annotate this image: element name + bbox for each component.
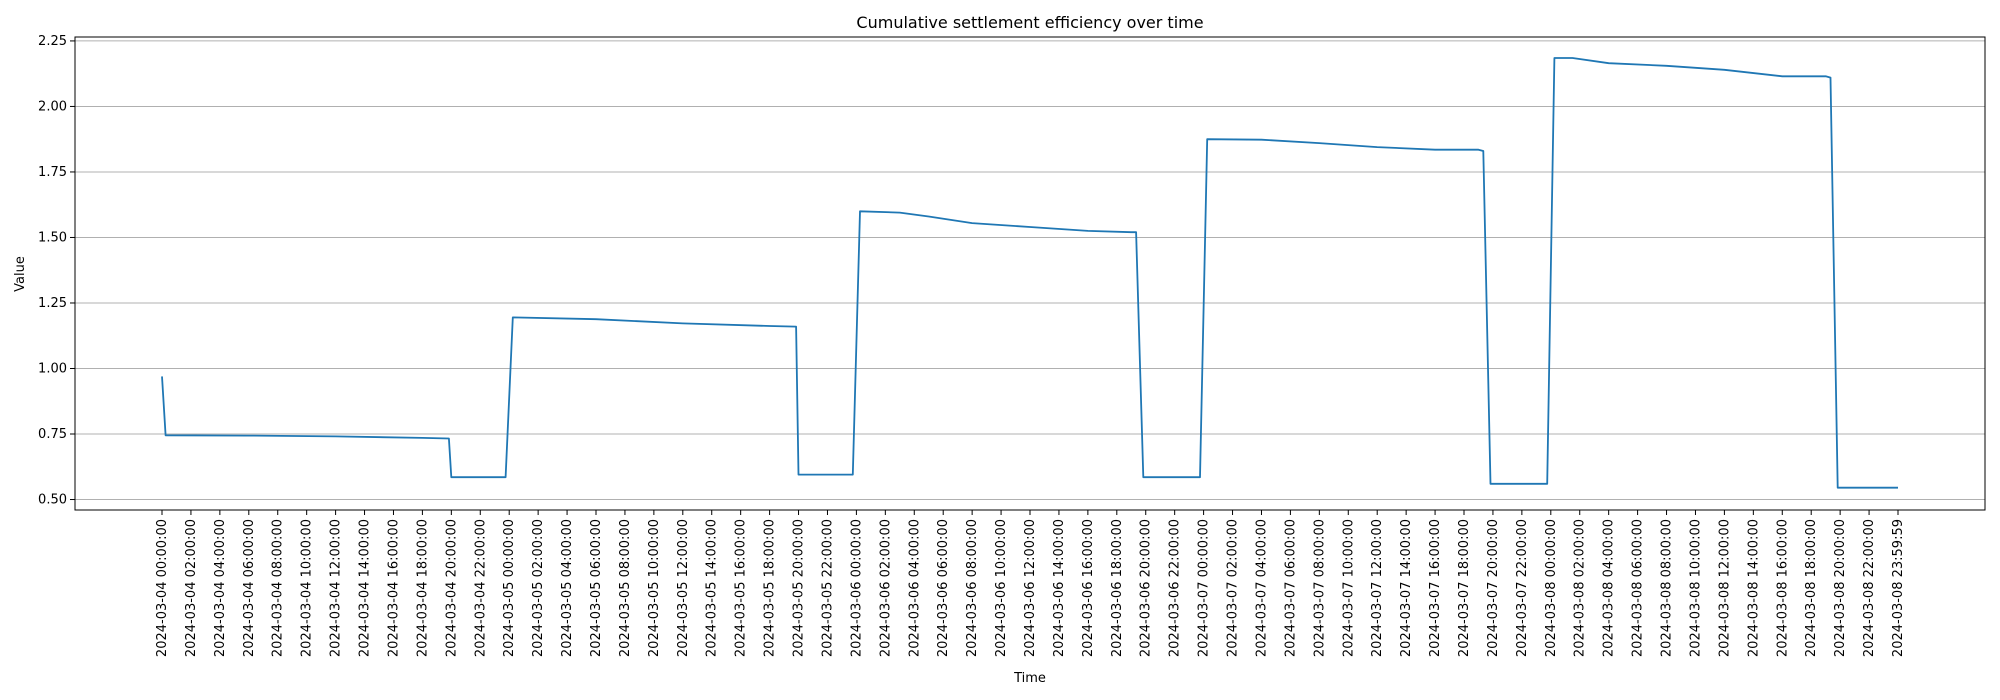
y-tick-label: 0.75 <box>38 427 67 442</box>
gridlines <box>75 40 1985 501</box>
x-tick-label: 2024-03-06 02:00:00 <box>878 519 893 657</box>
y-tick-label: 2.25 <box>38 34 67 49</box>
x-tick-label: 2024-03-08 18:00:00 <box>1804 519 1819 657</box>
x-tick-label: 2024-03-04 02:00:00 <box>184 519 199 657</box>
x-tick-label: 2024-03-05 20:00:00 <box>792 519 807 657</box>
x-tick-label: 2024-03-04 00:00:00 <box>155 519 170 657</box>
y-axis: 0.50 0.75 1.00 1.25 1.50 1.75 2.00 2.25 <box>38 34 75 508</box>
x-axis-label: Time <box>1013 671 1046 686</box>
x-tick-label: 2024-03-06 18:00:00 <box>1110 519 1125 657</box>
y-axis-label: Value <box>13 256 28 292</box>
x-tick-label: 2024-03-08 20:00:00 <box>1833 519 1848 657</box>
x-tick-label: 2024-03-06 00:00:00 <box>849 519 864 657</box>
x-tick-label: 2024-03-08 22:00:00 <box>1862 519 1877 657</box>
x-tick-label: 2024-03-08 14:00:00 <box>1746 519 1761 657</box>
x-tick-label: 2024-03-06 20:00:00 <box>1139 519 1154 657</box>
y-tick-label: 1.00 <box>38 361 67 376</box>
x-tick-label: 2024-03-07 08:00:00 <box>1312 519 1327 657</box>
x-tick-label: 2024-03-04 10:00:00 <box>300 519 315 657</box>
x-tick-label: 2024-03-05 02:00:00 <box>531 519 546 657</box>
x-tick-label: 2024-03-07 18:00:00 <box>1457 519 1472 657</box>
x-tick-label: 2024-03-06 16:00:00 <box>1081 519 1096 657</box>
x-tick-label: 2024-03-06 14:00:00 <box>1052 519 1067 657</box>
x-tick-label: 2024-03-08 00:00:00 <box>1544 519 1559 657</box>
y-tick-label: 2.00 <box>38 99 67 114</box>
series-layer <box>161 57 1898 489</box>
x-tick-label: 2024-03-05 14:00:00 <box>705 519 720 657</box>
x-tick-label: 2024-03-07 02:00:00 <box>1226 519 1241 657</box>
x-tick-label: 2024-03-06 12:00:00 <box>1023 519 1038 657</box>
plot-frame <box>74 36 1986 511</box>
x-tick-label: 2024-03-06 10:00:00 <box>994 519 1009 657</box>
y-tick-label: 1.75 <box>38 165 67 180</box>
x-tick-label: 2024-03-04 20:00:00 <box>444 519 459 657</box>
x-tick-label: 2024-03-08 04:00:00 <box>1602 519 1617 657</box>
x-tick-label: 2024-03-08 12:00:00 <box>1717 519 1732 657</box>
x-tick-label: 2024-03-04 06:00:00 <box>242 519 257 657</box>
x-tick-label: 2024-03-07 22:00:00 <box>1515 519 1530 657</box>
x-tick-label: 2024-03-04 08:00:00 <box>271 519 286 657</box>
x-tick-label: 2024-03-08 08:00:00 <box>1660 519 1675 657</box>
x-tick-label: 2024-03-05 06:00:00 <box>589 519 604 657</box>
x-tick-label: 2024-03-08 23:59:59 <box>1891 519 1906 657</box>
x-tick-label: 2024-03-04 04:00:00 <box>213 519 228 657</box>
x-tick-label: 2024-03-05 08:00:00 <box>618 519 633 657</box>
x-tick-label: 2024-03-08 10:00:00 <box>1688 519 1703 657</box>
chart-title: Cumulative settlement efficiency over ti… <box>856 13 1203 32</box>
x-tick-label: 2024-03-06 22:00:00 <box>1168 519 1183 657</box>
x-tick-label: 2024-03-05 00:00:00 <box>502 519 517 657</box>
x-tick-label: 2024-03-07 12:00:00 <box>1370 519 1385 657</box>
x-tick-label: 2024-03-06 06:00:00 <box>936 519 951 657</box>
x-tick-label: 2024-03-04 16:00:00 <box>386 519 401 657</box>
x-axis: 2024-03-04 00:00:00 2024-03-04 02:00:00 20… <box>155 510 1906 657</box>
x-tick-label: 2024-03-04 18:00:00 <box>415 519 430 657</box>
x-tick-label: 2024-03-06 04:00:00 <box>907 519 922 657</box>
series-line <box>161 57 1898 489</box>
x-tick-label: 2024-03-06 08:00:00 <box>965 519 980 657</box>
x-tick-label: 2024-03-07 00:00:00 <box>1197 519 1212 657</box>
x-tick-label: 2024-03-04 12:00:00 <box>329 519 344 657</box>
x-tick-label: 2024-03-07 06:00:00 <box>1283 519 1298 657</box>
x-tick-label: 2024-03-04 22:00:00 <box>473 519 488 657</box>
x-tick-label: 2024-03-07 16:00:00 <box>1428 519 1443 657</box>
x-tick-label: 2024-03-05 22:00:00 <box>820 519 835 657</box>
x-tick-label: 2024-03-05 12:00:00 <box>676 519 691 657</box>
y-tick-label: 0.50 <box>38 493 67 508</box>
x-tick-label: 2024-03-05 04:00:00 <box>560 519 575 657</box>
x-tick-label: 2024-03-08 02:00:00 <box>1573 519 1588 657</box>
x-tick-label: 2024-03-07 20:00:00 <box>1486 519 1501 657</box>
x-tick-label: 2024-03-07 14:00:00 <box>1399 519 1414 657</box>
x-tick-label: 2024-03-08 06:00:00 <box>1631 519 1646 657</box>
x-tick-label: 2024-03-07 04:00:00 <box>1254 519 1269 657</box>
x-tick-label: 2024-03-05 16:00:00 <box>734 519 749 657</box>
x-tick-label: 2024-03-08 16:00:00 <box>1775 519 1790 657</box>
y-tick-label: 1.50 <box>38 230 67 245</box>
x-tick-label: 2024-03-07 10:00:00 <box>1341 519 1356 657</box>
x-tick-label: 2024-03-05 10:00:00 <box>647 519 662 657</box>
x-tick-label: 2024-03-05 18:00:00 <box>763 519 778 657</box>
x-tick-label: 2024-03-04 14:00:00 <box>358 519 373 657</box>
y-tick-label: 1.25 <box>38 296 67 311</box>
